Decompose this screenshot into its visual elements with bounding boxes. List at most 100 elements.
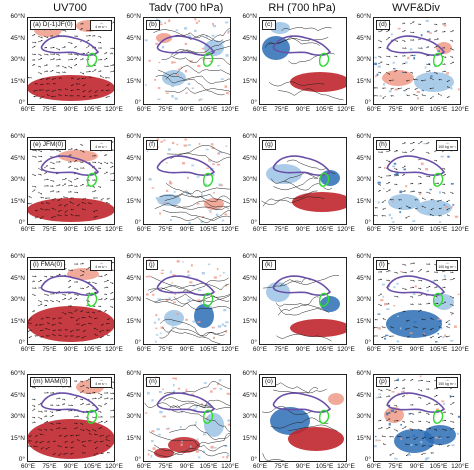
shaded-cell <box>206 149 209 150</box>
y-tick-label: 45°N <box>1 155 25 162</box>
shaded-cell <box>389 423 391 426</box>
shaded-cell <box>164 22 166 24</box>
y-tick-label: 60°N <box>233 370 257 377</box>
shaded-cell <box>148 276 151 278</box>
map-panel: (k) <box>259 257 347 345</box>
shaded-cell <box>166 300 169 302</box>
contour-line <box>171 209 230 222</box>
shaded-cell <box>221 41 224 43</box>
shaded-cell <box>192 321 195 323</box>
shaded-cell <box>151 430 154 432</box>
y-tick-label: 45°N <box>347 392 371 399</box>
vector-arrow <box>402 380 405 381</box>
map-canvas <box>144 258 230 344</box>
shaded-cell <box>169 182 172 184</box>
vector-arrow <box>410 379 413 381</box>
shaded-cell <box>152 294 154 296</box>
shaded-cell <box>172 142 174 144</box>
shaded-cell <box>180 426 182 428</box>
panel-label: (m) MAM(0) <box>30 377 71 387</box>
arrow-head <box>437 39 439 40</box>
vector-arrow <box>38 304 42 306</box>
shaded-cell <box>425 168 428 170</box>
panel-label: (c) <box>262 20 276 30</box>
shaded-cell <box>392 166 395 168</box>
shaded-cell <box>227 455 230 457</box>
vector-arrow <box>98 71 101 72</box>
vector-arrow <box>74 178 78 180</box>
shaded-cell <box>392 201 394 202</box>
vector-arrow <box>378 279 382 280</box>
vector-arrow <box>56 59 61 60</box>
shaded-cell <box>439 191 441 193</box>
shaded-cell <box>397 341 400 343</box>
vector-arrow <box>44 71 48 72</box>
shaded-cell <box>174 191 176 193</box>
arrow-head <box>76 149 78 150</box>
shaded-cell <box>427 290 429 292</box>
shaded-cell <box>444 204 446 205</box>
vector-arrow <box>86 46 90 48</box>
contour-line <box>279 307 330 315</box>
y-tick-label: 30°N <box>117 296 141 303</box>
reference-vector-box: →100 kg m⁻¹ s⁻¹ <box>436 140 458 151</box>
shaded-cell <box>212 327 215 329</box>
shaded-cell <box>377 74 379 76</box>
shaded-cell <box>225 146 227 147</box>
vector-arrow <box>382 200 386 202</box>
y-tick-label: 45°N <box>1 275 25 282</box>
panel-label: (p) <box>376 377 390 387</box>
shaded-cell <box>395 89 398 90</box>
y-tick-label: 30°N <box>1 413 25 420</box>
vector-arrow <box>38 161 42 162</box>
shaded-cell <box>441 401 444 403</box>
shaded-cell <box>217 164 220 166</box>
vector-arrow <box>80 404 84 405</box>
vector-arrow <box>418 295 422 296</box>
shaded-area <box>386 310 442 338</box>
shaded-cell <box>410 332 413 334</box>
shaded-cell <box>151 440 153 442</box>
vector-arrow <box>92 191 96 192</box>
shaded-cell <box>458 294 460 295</box>
map-panel: (c) <box>259 17 347 105</box>
y-tick-label: 15°N <box>1 435 25 442</box>
shaded-cell <box>412 220 415 222</box>
shaded-area <box>290 72 346 92</box>
y-tick-label: 30°N <box>233 296 257 303</box>
shaded-cell <box>170 271 172 274</box>
vector-arrow <box>80 185 84 187</box>
vector-arrow <box>104 172 108 174</box>
shaded-cell <box>182 261 184 262</box>
y-tick-label: 0° <box>117 339 141 346</box>
vector-arrow <box>442 279 446 280</box>
vector-arrow <box>50 59 55 60</box>
vector-arrow <box>62 47 66 48</box>
x-tick-label: 120°E <box>216 106 244 113</box>
x-tick-label: 120°E <box>100 463 128 470</box>
shaded-cell <box>218 325 221 327</box>
shaded-cell <box>386 308 389 310</box>
shaded-cell <box>211 143 214 145</box>
vector-arrow <box>104 299 107 301</box>
reference-vector-box: →4 m s⁻¹ <box>90 20 112 31</box>
shaded-cell <box>451 206 453 208</box>
x-tick-label: 120°E <box>446 463 474 470</box>
vector-arrow <box>104 280 109 282</box>
shaded-cell <box>159 212 161 214</box>
shaded-cell <box>158 87 161 89</box>
shaded-cell <box>223 309 226 311</box>
vector-arrow <box>434 287 437 288</box>
shaded-cell <box>444 334 446 337</box>
shaded-cell <box>379 394 382 395</box>
shaded-cell <box>153 447 156 450</box>
shaded-cell <box>429 32 432 34</box>
vector-arrow <box>386 30 389 32</box>
vector-arrow <box>68 280 71 282</box>
vector-arrow <box>50 416 54 418</box>
y-tick-label: 0° <box>1 456 25 463</box>
shaded-cell <box>391 217 393 219</box>
shaded-cell <box>171 282 173 283</box>
y-tick-label: 45°N <box>117 35 141 42</box>
shaded-cell <box>154 79 156 81</box>
